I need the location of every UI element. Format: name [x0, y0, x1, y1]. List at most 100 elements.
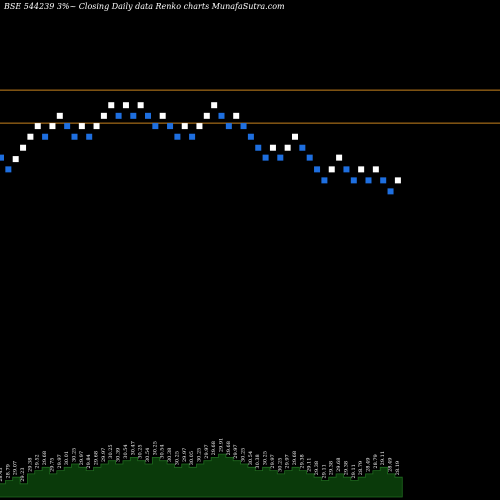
x-tick-label: 29.68 — [42, 451, 48, 465]
x-tick-label: 29.84 — [86, 454, 92, 468]
x-tick-label: 29.75 — [49, 458, 55, 472]
x-tick-label: 29.38 — [299, 454, 305, 468]
renko-brick-down — [64, 123, 71, 130]
renko-brick-down — [225, 123, 232, 130]
x-tick-label: 28.49 — [388, 458, 394, 472]
renko-brick-up — [233, 112, 240, 119]
x-tick-label: 28.43 — [0, 467, 4, 481]
renko-brick-up — [12, 156, 19, 163]
x-tick-label: 29.38 — [343, 461, 349, 475]
x-tick-label: 30.25 — [174, 451, 180, 465]
renko-brick-up — [394, 177, 401, 184]
renko-brick-down — [365, 177, 372, 184]
renko-brick-up — [292, 133, 298, 140]
renko-brick-down — [343, 166, 350, 173]
x-tick-label: 29.97 — [101, 448, 107, 462]
renko-brick-up — [49, 123, 56, 130]
x-tick-label: 29.68 — [292, 451, 298, 465]
renko-brick-down — [255, 144, 262, 151]
renko-brick-down — [189, 133, 196, 140]
x-tick-label: 29.11 — [351, 464, 357, 478]
renko-brick-down — [314, 166, 321, 173]
x-tick-label: 30.25 — [196, 448, 202, 462]
x-tick-label: 30.25 — [108, 444, 114, 458]
renko-brick-down — [321, 177, 328, 184]
renko-brick-down — [42, 133, 49, 140]
x-tick-label: 29.68 — [336, 458, 342, 472]
renko-brick-up — [20, 144, 27, 151]
renko-brick-down — [240, 123, 247, 130]
x-tick-label: 29.52 — [35, 454, 41, 468]
renko-brick-up — [328, 166, 335, 173]
x-tick-label: 29.97 — [79, 451, 85, 465]
renko-brick-down — [262, 154, 269, 161]
renko-brick-up — [27, 133, 34, 140]
renko-brick-up — [284, 144, 291, 151]
renko-brick-up — [181, 123, 188, 130]
x-tick-label: 29.97 — [57, 454, 63, 468]
renko-brick-down — [0, 154, 4, 161]
x-tick-label: 28.79 — [373, 454, 379, 468]
renko-brick-up — [203, 112, 210, 119]
renko-brick-up — [108, 102, 115, 109]
renko-brick-up — [137, 102, 144, 109]
x-tick-label: 30.39 — [116, 448, 122, 462]
x-tick-label: 30.05 — [189, 451, 195, 465]
renko-brick-down — [5, 166, 12, 173]
renko-brick-up — [372, 166, 379, 173]
x-tick-label: 30.54 — [248, 451, 254, 465]
x-tick-label: 28.49 — [366, 458, 372, 472]
x-tick-label: 29.97 — [270, 454, 276, 468]
x-tick-label: 29.11 — [307, 458, 313, 472]
renko-brick-down — [152, 123, 159, 130]
chart-title: BSE 544239 3%~ Closing Daily data Renko … — [3, 2, 285, 11]
renko-brick-up — [211, 102, 218, 109]
x-tick-label: 28.79 — [5, 464, 11, 478]
x-tick-label: 30.38 — [255, 454, 261, 468]
x-tick-label: 30.25 — [72, 448, 78, 462]
x-tick-label: 30.47 — [130, 441, 136, 455]
renko-brick-up — [122, 102, 129, 109]
x-tick-label: 29.38 — [329, 461, 335, 475]
renko-brick-down — [115, 112, 122, 119]
renko-brick-down — [167, 123, 174, 130]
x-tick-label: 28.19 — [395, 461, 401, 475]
renko-brick-up — [358, 166, 365, 173]
x-tick-label: 30.25 — [277, 458, 283, 472]
x-tick-label: 30.54 — [145, 448, 151, 462]
renko-brick-up — [56, 112, 63, 119]
renko-brick-down — [218, 112, 225, 119]
renko-brick-up — [34, 123, 41, 130]
x-tick-label: 30.54 — [160, 444, 166, 458]
renko-brick-down — [86, 133, 93, 140]
renko-brick-up — [336, 154, 343, 161]
renko-brick-down — [130, 112, 137, 119]
x-tick-label: 29.68 — [226, 441, 232, 455]
x-tick-label: 29.07 — [13, 461, 19, 475]
renko-brick-up — [100, 112, 107, 119]
renko-brick-down — [306, 154, 313, 161]
x-tick-label: 29.68 — [94, 451, 100, 465]
x-tick-label: 29.23 — [20, 467, 26, 481]
x-tick-label: 29.68 — [211, 441, 217, 455]
renko-brick-down — [387, 188, 394, 195]
x-tick-label: 30.25 — [152, 441, 158, 455]
x-tick-label: 30.38 — [167, 448, 173, 462]
renko-bricks — [0, 102, 401, 195]
x-tick-label: 30.25 — [241, 448, 247, 462]
x-tick-label: 30.54 — [123, 444, 129, 458]
x-tick-label: 29.38 — [314, 461, 320, 475]
x-tick-label: 29.97 — [285, 454, 291, 468]
x-tick-label: 30.01 — [64, 451, 70, 465]
renko-brick-up — [269, 144, 276, 151]
x-tick-label: 29.97 — [182, 448, 188, 462]
renko-brick-up — [159, 112, 166, 119]
x-tick-label: 29.97 — [204, 444, 210, 458]
renko-brick-down — [299, 144, 306, 151]
renko-brick-down — [277, 154, 284, 161]
renko-brick-down — [380, 177, 387, 184]
volume-area — [0, 453, 403, 498]
x-tick-label: 29.11 — [380, 451, 386, 465]
x-tick-label: 30.25 — [138, 444, 144, 458]
